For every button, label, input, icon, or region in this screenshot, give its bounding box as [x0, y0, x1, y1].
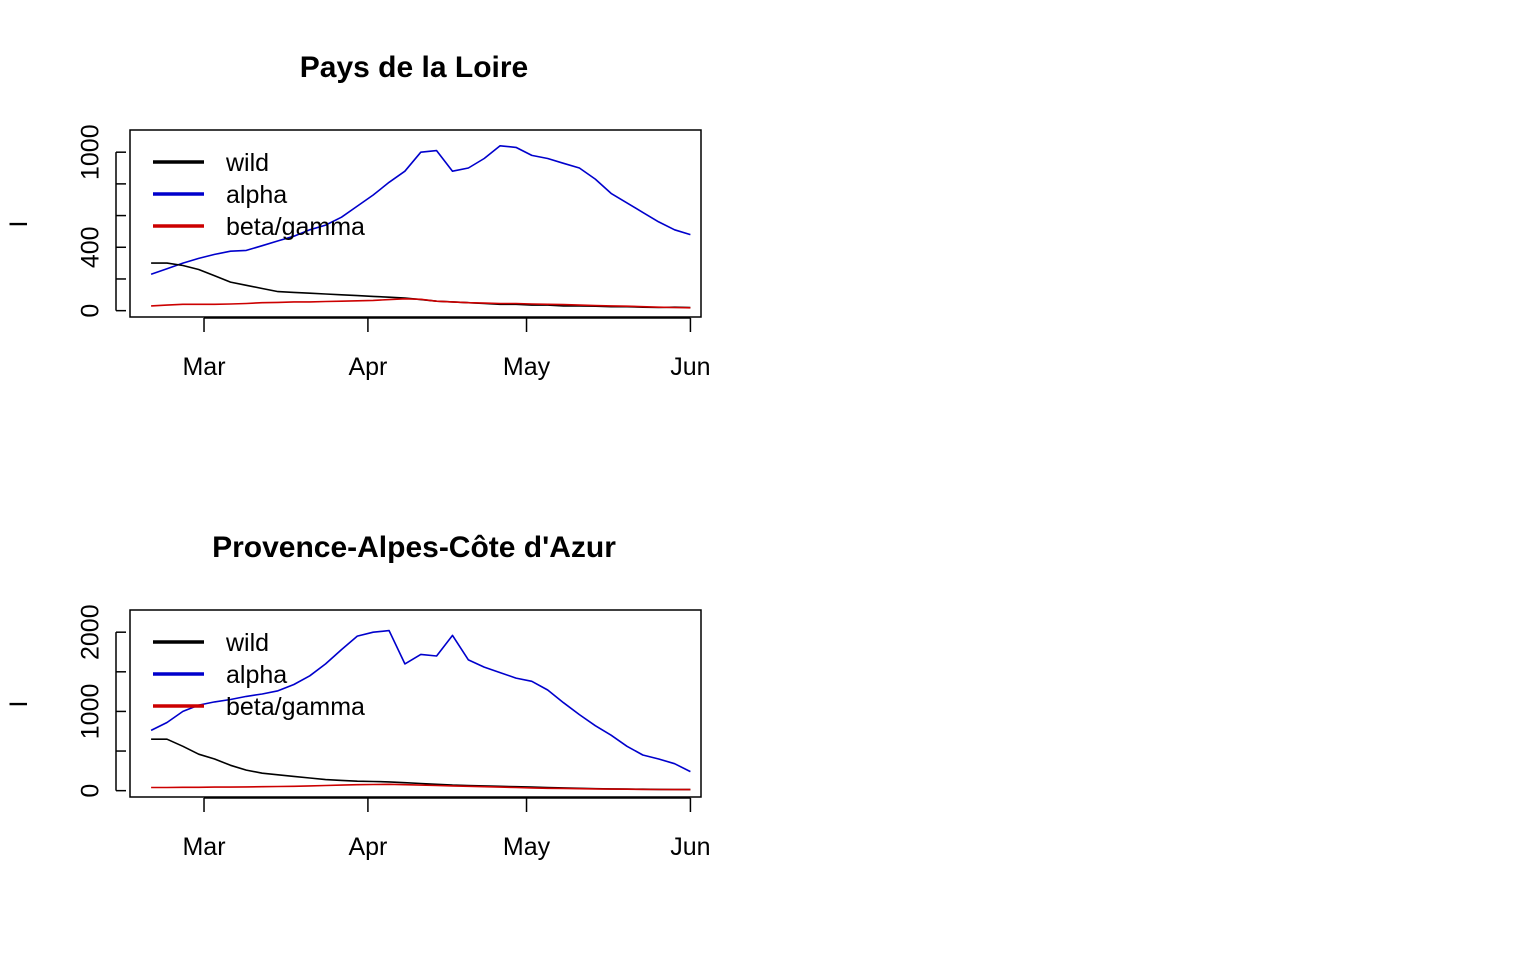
- x-tick-label: Jun: [670, 353, 710, 381]
- x-axis: Mar Apr May Jun: [182, 317, 711, 381]
- y-tick-label: 400: [77, 226, 105, 268]
- y-axis: 0 400 1000: [77, 124, 126, 318]
- x-tick-label: Mar: [182, 833, 225, 861]
- legend-label: beta/gamma: [226, 693, 365, 721]
- x-tick-label: Mar: [182, 353, 225, 381]
- series-line-beta-gamma: [151, 783, 691, 791]
- legend: wild alpha beta/gamma: [153, 149, 365, 241]
- series-line-alpha: [150, 629, 691, 773]
- series-line-alpha: [150, 145, 691, 275]
- y-axis-label: I: [5, 221, 33, 228]
- x-tick-label: Apr: [348, 833, 387, 861]
- legend-label: wild: [225, 149, 269, 177]
- chart-title: Provence-Alpes-Côte d'Azur: [212, 531, 616, 564]
- y-tick-label: 1000: [77, 124, 105, 180]
- series-line-wild: [151, 262, 691, 309]
- legend-label: alpha: [226, 181, 287, 209]
- panel-pays-de-la-loire: Pays de la Loire I 0 400 1000 Mar Apr May Jun…: [5, 51, 711, 381]
- legend-label: wild: [225, 629, 269, 657]
- y-axis-label: I: [5, 701, 33, 708]
- series-line-wild: [151, 738, 691, 791]
- plot-frame: [129, 129, 702, 318]
- legend: wild alpha beta/gamma: [153, 629, 365, 721]
- y-tick-label: 0: [77, 304, 105, 318]
- y-tick-label: 1000: [77, 684, 105, 740]
- series-lines: [150, 629, 691, 791]
- y-tick-label: 2000: [77, 604, 105, 660]
- y-tick-label: 0: [77, 784, 105, 798]
- chart-title: Pays de la Loire: [300, 51, 528, 84]
- plot-frame: [129, 609, 702, 798]
- x-tick-label: May: [503, 833, 551, 861]
- x-tick-label: Apr: [348, 353, 387, 381]
- series-lines: [150, 145, 691, 309]
- y-axis: 0 1000 2000: [77, 604, 126, 798]
- x-tick-label: May: [503, 353, 551, 381]
- legend-label: alpha: [226, 661, 287, 689]
- x-tick-label: Jun: [670, 833, 710, 861]
- legend-label: beta/gamma: [226, 213, 365, 241]
- x-axis: Mar Apr May Jun: [182, 797, 711, 861]
- panel-provence-alpes-cote-dazur: Provence-Alpes-Côte d'Azur I 0 1000 2000 M…: [5, 531, 711, 861]
- series-line-beta-gamma: [151, 297, 691, 309]
